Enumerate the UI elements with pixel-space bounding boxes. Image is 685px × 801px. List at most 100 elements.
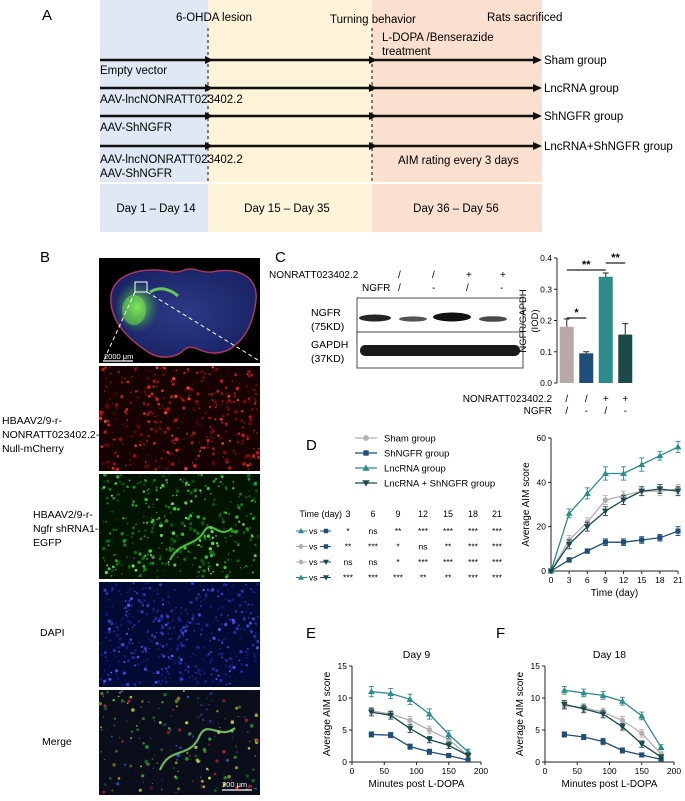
speckle-dot (203, 749, 207, 754)
chartD-data-point (602, 539, 608, 545)
speckle-dot (122, 543, 127, 547)
chartD-data-point (602, 497, 609, 503)
panel-letter-c: C (275, 249, 286, 266)
speckle-dot (224, 658, 229, 663)
speckle-dot (238, 603, 242, 607)
speckle-dot (253, 482, 258, 486)
speckle-dot (225, 540, 227, 543)
speckle-dot (146, 632, 148, 634)
chartD-data-point (639, 537, 645, 543)
speckle-dot (107, 691, 109, 694)
speckle-dot (214, 418, 217, 421)
chartF-x-tick-label: 0 (543, 766, 548, 776)
speckle-dot (179, 629, 183, 633)
chartD-data-point (638, 461, 646, 468)
speckle-dot (131, 563, 134, 565)
speckle-dot (187, 665, 190, 668)
speckle-dot (189, 387, 191, 389)
speckle-dot (166, 407, 171, 411)
table-cell: *** (468, 542, 479, 552)
speckle-dot (199, 673, 202, 676)
speckle-dot (233, 540, 235, 542)
speckle-dot (171, 453, 174, 455)
speckle-dot (109, 372, 112, 375)
speckle-dot (181, 480, 185, 483)
speckle-dot (215, 404, 218, 406)
speckle-dot (150, 411, 155, 416)
speckle-dot (232, 598, 235, 601)
speckle-dot (161, 603, 165, 606)
speckle-dot (152, 684, 155, 687)
speckle-dot (103, 480, 106, 483)
speckle-dot (162, 397, 165, 399)
speckle-dot (226, 402, 228, 405)
speckle-dot (169, 523, 174, 527)
speckle-dot (199, 604, 203, 608)
speckle-dot (207, 561, 210, 565)
speckle-dot (154, 454, 156, 456)
speckle-dot (240, 596, 243, 599)
chartE-data-point (445, 731, 453, 738)
speckle-dot (153, 420, 157, 424)
chartD-data-point (621, 539, 627, 545)
chartE-data-point (445, 742, 453, 749)
chartD-data-point (675, 528, 681, 534)
speckle-dot (102, 790, 106, 794)
speckle-dot (120, 699, 125, 703)
speckle-dot (197, 613, 202, 617)
speckle-dot (224, 597, 227, 601)
speckle-dot (224, 561, 227, 564)
speckle-dot (231, 737, 233, 739)
speckle-dot (253, 654, 257, 658)
speckle-dot (105, 636, 107, 639)
speckle-dot (160, 673, 164, 676)
speckle-dot (254, 713, 259, 718)
speckle-dot (255, 582, 260, 586)
speckle-dot (243, 628, 246, 631)
speckle-dot (224, 486, 228, 490)
speckle-dot (120, 690, 122, 692)
speckle-dot (251, 408, 254, 411)
speckle-dot (247, 370, 251, 374)
speckle-dot (228, 657, 230, 660)
speckle-dot (254, 632, 257, 634)
speckle-dot (177, 770, 179, 772)
speckle-dot (211, 536, 214, 539)
chartF-data-point (580, 689, 588, 696)
speckle-dot (174, 394, 178, 398)
speckle-dot (253, 402, 257, 405)
speckle-dot (177, 728, 182, 732)
speckle-dot (204, 555, 209, 559)
speckle-dot (138, 475, 140, 477)
speckle-dot (201, 376, 205, 380)
speckle-dot (202, 785, 206, 789)
speckle-dot (233, 451, 238, 456)
speckle-dot (172, 494, 174, 497)
speckle-dot (113, 451, 118, 455)
speckle-dot (100, 445, 104, 448)
speckle-dot (254, 500, 257, 503)
speckle-dot (195, 654, 197, 657)
label-egfp-1: HBAAV2/9-r- (33, 509, 93, 521)
speckle-dot (112, 648, 116, 653)
speckle-dot (167, 665, 171, 669)
speckle-dot (225, 664, 227, 667)
speckle-dot (169, 539, 172, 542)
speckle-dot (152, 478, 157, 483)
speckle-dot (187, 390, 189, 392)
speckle-dot (144, 475, 146, 477)
speckle-dot (205, 624, 208, 626)
table-cell: *** (468, 557, 479, 567)
speckle-dot (190, 441, 194, 445)
speckle-dot (219, 481, 222, 483)
ngfr-band-3 (433, 312, 471, 322)
speckle-dot (194, 390, 196, 392)
chartF-data-point (638, 712, 646, 719)
speckle-dot (175, 448, 179, 452)
chartF-x-tick-label: 100 (602, 766, 616, 776)
speckle-dot (215, 668, 219, 673)
speckle-dot (172, 419, 176, 423)
speckle-dot (236, 411, 238, 413)
speckle-dot (133, 454, 137, 458)
speckle-dot (103, 559, 106, 562)
